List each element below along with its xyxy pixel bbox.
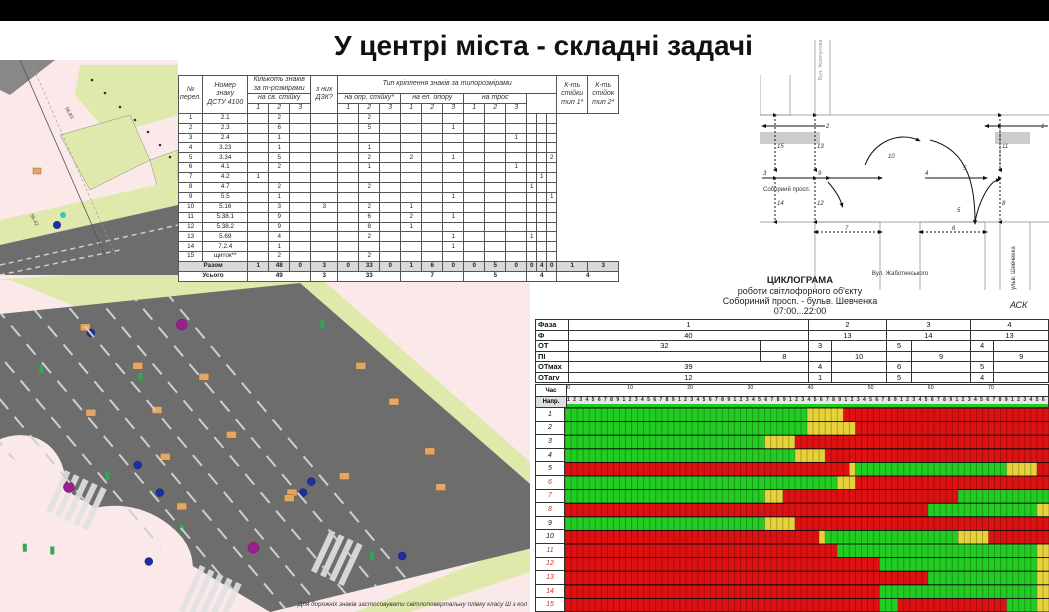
svg-text:2: 2 bbox=[825, 124, 830, 130]
svg-text:Собориий просп.: Собориий просп. bbox=[763, 186, 811, 193]
svg-text:1: 1 bbox=[1041, 124, 1044, 130]
svg-text:8: 8 bbox=[1002, 201, 1006, 207]
svg-text:10: 10 bbox=[888, 154, 895, 160]
svg-text:6: 6 bbox=[952, 226, 956, 232]
svg-text:13: 13 bbox=[817, 144, 824, 150]
svg-text:14: 14 bbox=[777, 201, 784, 207]
svg-text:3: 3 bbox=[763, 171, 767, 177]
svg-text:Вул. Жемчугова: Вул. Жемчугова bbox=[818, 40, 824, 80]
svg-text:Бульв. Шевченка: Бульв. Шевченка bbox=[1011, 246, 1017, 290]
svg-text:15: 15 bbox=[777, 144, 784, 150]
svg-text:12: 12 bbox=[817, 201, 824, 207]
svg-text:9: 9 bbox=[818, 171, 822, 177]
svg-text:4: 4 bbox=[925, 171, 929, 177]
svg-text:5: 5 bbox=[957, 208, 961, 214]
svg-text:11: 11 bbox=[1002, 144, 1008, 150]
svg-text:7: 7 bbox=[845, 226, 849, 232]
